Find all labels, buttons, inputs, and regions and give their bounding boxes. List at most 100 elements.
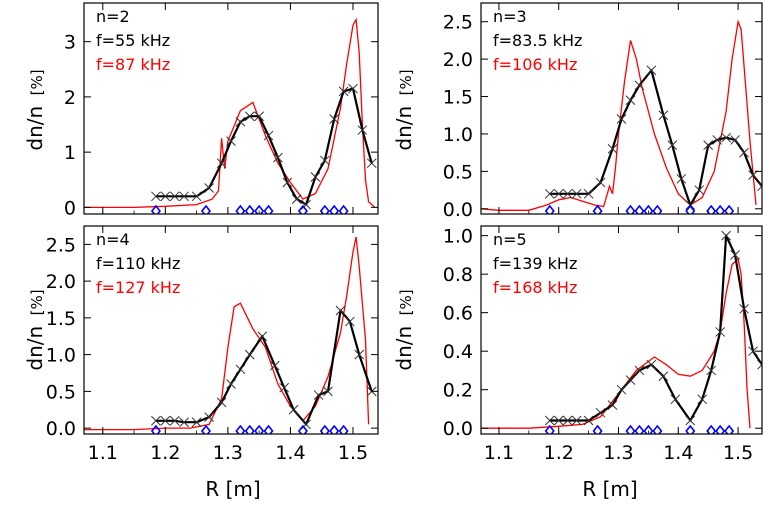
plot-marks-n3 — [481, 19, 762, 214]
diamond-marker-n4-0 — [150, 424, 161, 434]
data-point-marker-n2-3 — [179, 191, 189, 202]
y-axis-title-bottom-unit: [%] — [28, 289, 46, 315]
data-point-marker-n5-6 — [607, 400, 618, 410]
data-point-marker-n3-7 — [616, 114, 627, 124]
data-point-marker-n3-4 — [583, 188, 594, 199]
data-point-marker-n3-21 — [748, 170, 758, 180]
data-point-marker-n5-18 — [730, 250, 740, 260]
y-tick-label-n4-5: 2.5 — [46, 234, 76, 256]
data-point-marker-n3-8 — [625, 95, 636, 106]
data-point-marker-n3-12 — [667, 140, 678, 151]
y-tick-label-n2-2: 2 — [64, 87, 76, 109]
x-tick-label-n5-3: 1.4 — [663, 442, 693, 464]
panel-n3: 0.0 0.5 1.0 1.5 2.0 2.5 n=3 f=83.5 kHz f=106 … — [443, 2, 763, 221]
data-point-marker-n5-12 — [670, 394, 681, 405]
y-tick-label-n4-0: 0.0 — [46, 418, 76, 440]
data-point-marker-n2-2 — [169, 191, 180, 202]
data-point-marker-n4-16 — [323, 386, 333, 397]
data-point-marker-n2-22 — [366, 158, 377, 169]
annotation-n3-line1: n=3 — [493, 7, 527, 26]
diamond-marker-n3-5 — [652, 204, 663, 214]
data-point-marker-n4-9 — [244, 349, 255, 360]
data-point-marker-n2-6 — [216, 158, 227, 169]
data-point-marker-n2-7 — [226, 136, 236, 146]
x-axis-title-left: R [m] — [205, 477, 260, 501]
data-point-marker-n2-1 — [160, 191, 171, 202]
y-tick-label-n2-1: 1 — [64, 142, 76, 164]
y-tick-label-n3-4: 2.0 — [443, 49, 473, 71]
data-point-marker-n4-7 — [226, 379, 236, 389]
y-axis-title-right-bottom: dn/n [%] — [392, 289, 416, 370]
diamond-marker-n5-2 — [625, 424, 636, 434]
diamond-marker-n5-9 — [724, 424, 735, 434]
data-point-marker-n2-4 — [191, 191, 202, 202]
data-point-marker-n3-5 — [595, 177, 606, 188]
data-point-marker-n4-1 — [160, 415, 171, 426]
data-point-marker-n4-18 — [344, 316, 355, 327]
annotation-n4-line2: f=110 kHz — [96, 254, 180, 273]
y-axis-title-top-main: dn/n — [23, 106, 47, 151]
y-tick-label-n3-2: 1.0 — [443, 124, 473, 146]
diamond-marker-n4-1 — [200, 424, 212, 434]
diamond-marker-n5-8 — [715, 424, 726, 434]
panel-n4: 1.1 1.2 1.3 1.4 1.5 0.0 0.5 1.0 1.5 2.0 2.5 n=4 f=… — [46, 225, 379, 464]
data-point-marker-n2-5 — [204, 183, 214, 193]
annotation-n2-line3: f=87 kHz — [96, 55, 170, 74]
data-point-marker-n2-21 — [357, 125, 368, 135]
data-point-marker-n5-8 — [625, 375, 636, 385]
annotation-n4-line3: f=127 kHz — [96, 278, 180, 297]
panel-n2: 0 1 2 3 n=2 f=55 kHz f=87 kHz — [64, 2, 379, 219]
x-tick-label-n5-0: 1.1 — [484, 442, 514, 464]
data-point-marker-n5-9 — [634, 365, 645, 376]
y-tick-label-n4-3: 1.5 — [46, 308, 76, 330]
y-tick-label-n3-0: 0.0 — [443, 199, 473, 221]
data-point-marker-n4-8 — [235, 364, 246, 375]
annotation-n3-line3: f=106 kHz — [493, 55, 577, 74]
series-group-n4 — [84, 236, 377, 434]
data-point-marker-n3-2 — [562, 188, 573, 199]
diamond-marker-n2-8 — [329, 204, 340, 214]
diamond-marker-n4-8 — [329, 424, 340, 434]
data-point-marker-n4-17 — [335, 305, 346, 316]
diamond-marker-n5-0 — [544, 424, 555, 434]
data-point-marker-n5-2 — [562, 415, 573, 426]
x-tick-label-n5-2: 1.3 — [603, 442, 633, 464]
data-point-marker-n3-6 — [607, 144, 618, 154]
y-tick-label-n3-1: 0.5 — [443, 161, 473, 183]
y-axis-title-bottom: dn/n [%] — [23, 289, 47, 370]
annotation-n3-line2: f=83.5 kHz — [493, 31, 582, 50]
data-point-marker-n4-13 — [288, 404, 299, 415]
data-point-marker-n3-0 — [544, 188, 555, 199]
ticks-n2: 0 1 2 3 — [64, 3, 378, 219]
data-point-marker-n4-6 — [216, 397, 227, 408]
diamond-marker-n5-5 — [652, 424, 663, 434]
x-tick-label-n4-2: 1.3 — [213, 442, 243, 464]
diamond-marker-n3-0 — [544, 204, 555, 214]
data-point-marker-n4-3 — [179, 417, 189, 428]
annotation-n5-line3: f=168 kHz — [493, 278, 577, 297]
diamond-marker-n4-5 — [263, 424, 274, 434]
data-point-marker-n4-14 — [301, 419, 311, 430]
data-point-marker-n2-15 — [301, 199, 311, 210]
data-point-marker-n2-9 — [244, 111, 255, 122]
series-line-black-n2 — [155, 87, 373, 206]
data-point-marker-n2-8 — [235, 116, 246, 127]
data-point-marker-n3-13 — [676, 173, 687, 184]
data-point-marker-n4-10 — [257, 331, 268, 342]
y-tick-label-n5-0: 0.0 — [443, 418, 473, 440]
diamond-marker-n3-8 — [715, 204, 726, 214]
data-point-marker-n5-15 — [706, 365, 717, 376]
diamond-marker-n2-1 — [200, 204, 212, 214]
y-tick-label-n3-3: 1.5 — [443, 87, 473, 109]
y-tick-label-n5-5: 1.0 — [443, 226, 473, 248]
diamond-marker-n4-2 — [235, 424, 246, 434]
ticks-n5: 1.1 1.2 1.3 1.4 1.5 0.0 0.2 0.4 0.6 0.8 1.0 — [443, 226, 762, 464]
data-point-marker-n4-2 — [169, 415, 180, 426]
data-point-marker-n3-22 — [757, 181, 762, 192]
data-point-marker-n5-14 — [697, 394, 708, 405]
data-point-marker-n2-14 — [291, 194, 302, 204]
diamond-marker-n4-7 — [319, 424, 330, 434]
data-point-marker-n3-15 — [694, 185, 705, 195]
diamond-marker-n5-4 — [643, 424, 654, 434]
